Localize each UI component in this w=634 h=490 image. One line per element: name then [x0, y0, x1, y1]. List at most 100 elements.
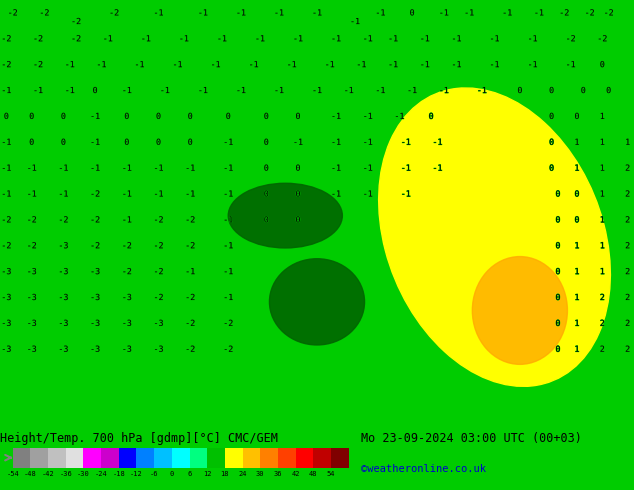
Text: -1: -1 — [198, 86, 208, 95]
Text: 0: 0 — [555, 241, 560, 250]
Text: 0: 0 — [600, 60, 605, 69]
Text: 0: 0 — [429, 112, 434, 121]
Text: 0: 0 — [555, 216, 560, 224]
Text: -3: -3 — [122, 293, 132, 302]
Text: -12: -12 — [130, 470, 143, 477]
Text: -1: -1 — [96, 60, 107, 69]
Text: -1: -1 — [527, 60, 538, 69]
Text: -1: -1 — [249, 60, 259, 69]
Text: -1: -1 — [141, 34, 151, 43]
Text: -1: -1 — [527, 34, 538, 43]
Text: -1: -1 — [153, 8, 164, 18]
Text: -2: -2 — [90, 190, 100, 198]
Text: -1: -1 — [172, 60, 183, 69]
Text: 1: 1 — [625, 138, 630, 147]
Text: 24: 24 — [238, 470, 247, 477]
Bar — [136, 448, 154, 467]
Text: -2: -2 — [185, 241, 195, 250]
Text: -1: -1 — [1, 164, 11, 172]
Text: -3: -3 — [1, 345, 11, 354]
Bar — [119, 448, 136, 467]
Bar — [30, 448, 48, 467]
Text: -2: -2 — [153, 216, 164, 224]
Text: -1: -1 — [255, 34, 265, 43]
Text: -1: -1 — [122, 164, 132, 172]
Text: 2: 2 — [625, 164, 630, 172]
Ellipse shape — [378, 88, 611, 386]
Text: -2: -2 — [122, 267, 132, 276]
Text: -2: -2 — [39, 8, 49, 18]
Bar — [190, 448, 207, 467]
Text: -1: -1 — [1, 190, 11, 198]
Text: -1: -1 — [331, 112, 341, 121]
Text: -1: -1 — [312, 8, 322, 18]
Text: -18: -18 — [112, 470, 125, 477]
Bar — [243, 448, 261, 467]
Bar — [48, 448, 66, 467]
Text: ©weatheronline.co.uk: ©weatheronline.co.uk — [361, 464, 486, 473]
Text: 0: 0 — [170, 470, 174, 477]
Text: -2: -2 — [566, 34, 576, 43]
Text: -1: -1 — [394, 112, 404, 121]
Text: 0: 0 — [188, 138, 193, 147]
Bar — [101, 448, 119, 467]
Bar — [172, 448, 190, 467]
Text: 1: 1 — [574, 319, 579, 328]
Text: -1: -1 — [122, 216, 132, 224]
Text: -2: -2 — [153, 293, 164, 302]
Text: 2: 2 — [600, 319, 605, 328]
Text: 0: 0 — [549, 112, 554, 121]
Text: -3: -3 — [1, 267, 11, 276]
Text: -3: -3 — [58, 319, 68, 328]
Text: -2: -2 — [1, 241, 11, 250]
Text: 1: 1 — [600, 241, 605, 250]
Text: 36: 36 — [274, 470, 282, 477]
Bar — [13, 448, 30, 467]
Text: 0: 0 — [61, 112, 66, 121]
Text: -1: -1 — [223, 267, 233, 276]
Text: 1: 1 — [574, 267, 579, 276]
Text: -2: -2 — [597, 34, 607, 43]
Bar — [278, 448, 295, 467]
Text: 0: 0 — [549, 164, 554, 172]
Text: 1: 1 — [600, 112, 605, 121]
Text: -1: -1 — [439, 86, 449, 95]
Text: 0: 0 — [124, 112, 129, 121]
Text: 0: 0 — [295, 190, 301, 198]
Text: -1: -1 — [363, 190, 373, 198]
Text: -1: -1 — [420, 60, 430, 69]
Text: -1: -1 — [58, 190, 68, 198]
Text: -6: -6 — [150, 470, 158, 477]
Bar — [295, 448, 313, 467]
Text: -54: -54 — [6, 470, 19, 477]
Text: -1: -1 — [331, 190, 341, 198]
Text: 0: 0 — [574, 216, 579, 224]
Text: 0: 0 — [264, 190, 269, 198]
Text: -42: -42 — [42, 470, 55, 477]
Text: 0: 0 — [517, 86, 522, 95]
Bar — [225, 448, 243, 467]
Text: -1: -1 — [363, 34, 373, 43]
Text: -1: -1 — [274, 86, 284, 95]
Text: -3: -3 — [153, 319, 164, 328]
Text: 0: 0 — [156, 138, 161, 147]
Text: 0: 0 — [124, 138, 129, 147]
Text: 0: 0 — [188, 112, 193, 121]
Bar — [66, 448, 84, 467]
Text: 18: 18 — [221, 470, 229, 477]
Text: -3: -3 — [58, 345, 68, 354]
Text: -1: -1 — [388, 34, 398, 43]
Ellipse shape — [269, 259, 365, 345]
Text: -1: -1 — [451, 34, 462, 43]
Text: -1: -1 — [122, 86, 132, 95]
Text: -3: -3 — [27, 345, 37, 354]
Text: -2: -2 — [1, 216, 11, 224]
Text: -1: -1 — [439, 8, 449, 18]
Text: -2: -2 — [90, 241, 100, 250]
Text: 1: 1 — [574, 241, 579, 250]
Text: -1: -1 — [179, 34, 189, 43]
Text: -1: -1 — [1, 138, 11, 147]
Text: -1: -1 — [65, 60, 75, 69]
Text: 2: 2 — [625, 190, 630, 198]
Text: -1: -1 — [344, 86, 354, 95]
